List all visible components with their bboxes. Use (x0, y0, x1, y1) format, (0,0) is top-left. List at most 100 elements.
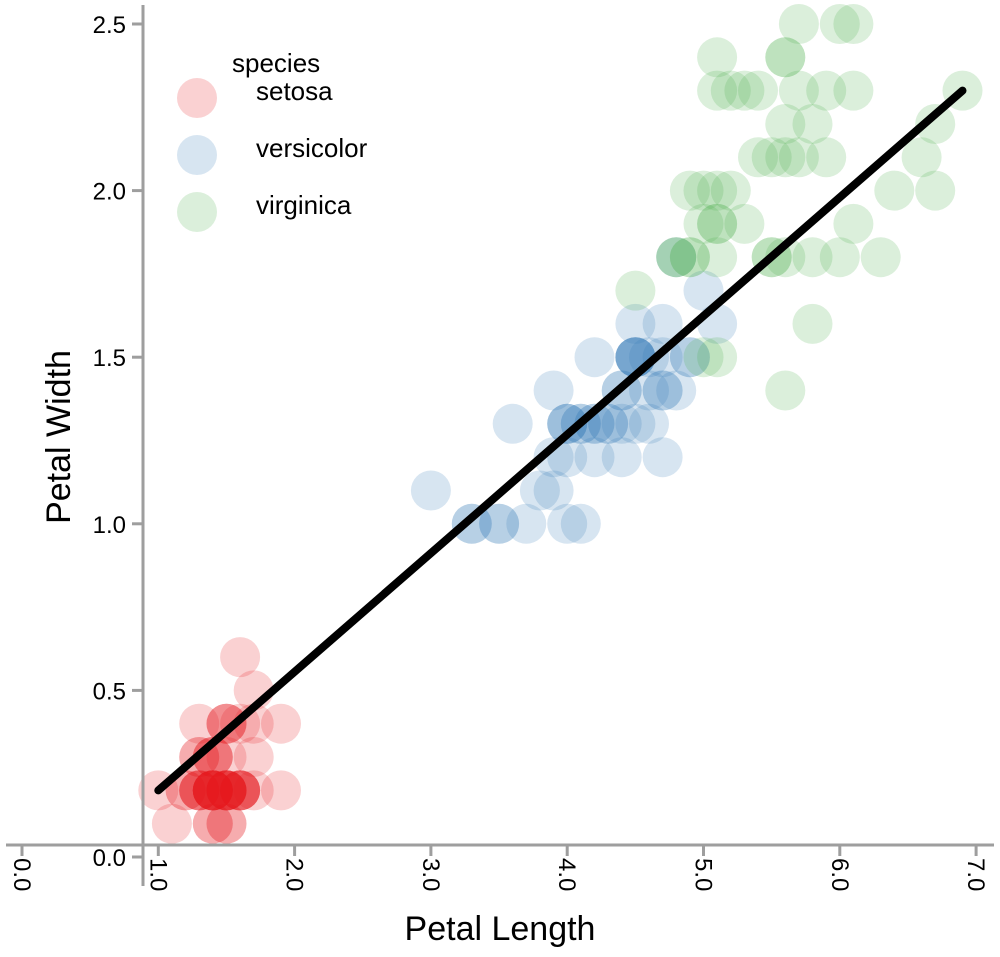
point-versicolor (601, 437, 642, 478)
point-versicolor (588, 403, 629, 444)
point-virginica (806, 137, 847, 178)
y-tick-label: 0.5 (93, 678, 126, 705)
point-virginica (697, 170, 738, 211)
point-setosa (220, 770, 261, 811)
point-versicolor (615, 303, 656, 344)
y-tick-label: 0.0 (93, 845, 126, 872)
point-setosa (192, 770, 233, 811)
point-virginica (765, 37, 806, 78)
point-virginica (683, 337, 724, 378)
point-setosa (220, 770, 261, 811)
point-virginica (697, 237, 738, 278)
point-virginica (751, 137, 792, 178)
point-setosa (220, 770, 261, 811)
point-virginica (738, 137, 778, 178)
point-versicolor (656, 370, 697, 411)
point-virginica (778, 137, 819, 178)
legend-marker-virginica (177, 192, 217, 232)
x-tick-label: 6.0 (826, 858, 853, 891)
point-setosa (192, 770, 233, 811)
point-virginica (778, 70, 819, 111)
point-setosa (206, 770, 247, 811)
point-versicolor (588, 403, 629, 444)
point-virginica (656, 237, 697, 278)
x-tick-label: 2.0 (281, 858, 308, 891)
point-virginica (765, 237, 806, 278)
point-versicolor (574, 437, 615, 478)
trend-line (154, 86, 967, 795)
point-setosa (206, 770, 247, 811)
point-versicolor (533, 370, 574, 411)
point-setosa (261, 770, 301, 811)
point-versicolor (479, 503, 520, 544)
legend-marker-setosa (177, 78, 217, 118)
point-versicolor (574, 403, 615, 444)
y-tick-label: 2.0 (93, 179, 126, 206)
point-setosa (206, 770, 247, 811)
point-virginica (833, 4, 874, 44)
point-versicolor (629, 403, 669, 444)
legend-title: species (232, 48, 320, 78)
point-virginica (833, 70, 874, 111)
point-virginica (915, 170, 956, 211)
point-virginica (669, 237, 710, 278)
point-setosa (261, 703, 301, 744)
point-versicolor (683, 270, 724, 311)
point-setosa (206, 737, 247, 777)
point-versicolor (519, 470, 560, 511)
point-virginica (697, 337, 738, 378)
point-setosa (179, 703, 220, 744)
x-ticks: 0.0 1.0 2.0 3.0 4.0 5.0 6.0 7.0 (8, 845, 989, 891)
point-versicolor (533, 470, 574, 511)
point-versicolor (642, 370, 683, 411)
y-tick-label: 1.5 (93, 345, 126, 372)
point-virginica (792, 303, 833, 344)
y-ticks: 0.0 0.5 1.0 1.5 2.0 2.5 (93, 12, 143, 872)
point-setosa (179, 770, 220, 811)
point-versicolor (547, 403, 588, 444)
point-versicolor (533, 437, 574, 478)
point-virginica (697, 203, 738, 244)
point-versicolor (669, 337, 710, 378)
legend-label-versicolor: versicolor (256, 133, 368, 163)
point-virginica (874, 170, 915, 211)
point-versicolor (574, 403, 615, 444)
point-versicolor (479, 503, 520, 544)
point-versicolor (615, 403, 656, 444)
y-tick-label: 2.5 (93, 12, 126, 39)
point-setosa (206, 770, 247, 811)
point-virginica (669, 170, 710, 211)
legend: species setosa versicolor virginica (177, 48, 368, 232)
point-virginica (697, 203, 738, 244)
point-versicolor (601, 403, 642, 444)
point-virginica (656, 237, 697, 278)
point-versicolor (629, 370, 669, 411)
point-virginica (819, 4, 860, 44)
point-versicolor (642, 437, 683, 478)
point-virginica (738, 70, 778, 111)
point-versicolor (547, 503, 588, 544)
point-virginica (778, 4, 819, 44)
point-virginica (724, 203, 765, 244)
point-virginica (806, 70, 847, 111)
point-virginica (683, 203, 724, 244)
point-setosa (220, 770, 261, 811)
point-versicolor (574, 337, 615, 378)
x-tick-label: 3.0 (417, 858, 444, 891)
point-setosa (206, 703, 247, 744)
point-setosa (206, 770, 247, 811)
point-versicolor (410, 470, 451, 511)
point-setosa (206, 703, 247, 744)
point-virginica (860, 237, 901, 278)
point-virginica (765, 104, 806, 144)
point-setosa (192, 803, 233, 844)
point-virginica (833, 203, 874, 244)
point-setosa (192, 803, 233, 844)
point-setosa (206, 803, 247, 844)
point-setosa (179, 770, 220, 811)
trend-layer (154, 86, 967, 795)
point-setosa (192, 770, 233, 811)
point-versicolor (669, 337, 710, 378)
